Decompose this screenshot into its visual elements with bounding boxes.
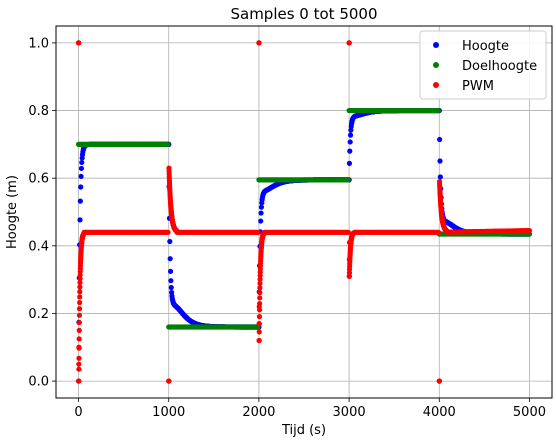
pwm-point <box>347 274 352 279</box>
x-tick-label: 4000 <box>423 405 456 420</box>
pwm-point <box>77 306 82 311</box>
hoogte-point <box>348 139 353 144</box>
y-tick-label: 0.8 <box>28 104 49 119</box>
pwm-point <box>77 300 82 305</box>
pwm-point <box>257 304 262 309</box>
y-tick-label: 0.2 <box>28 307 49 322</box>
legend-marker <box>433 42 439 48</box>
pwm-point <box>257 295 262 300</box>
hoogte-point <box>347 149 352 154</box>
hoogte-point <box>167 239 172 244</box>
pwm-point <box>257 290 262 295</box>
pwm-point <box>257 321 262 326</box>
doelhoogte-point <box>165 142 170 147</box>
y-tick-label: 0.0 <box>28 375 49 390</box>
pwm-point <box>76 40 81 45</box>
pwm-point <box>347 257 352 262</box>
pwm-point <box>256 230 261 235</box>
pwm-point <box>77 320 82 325</box>
hoogte-point <box>169 285 174 290</box>
doelhoogte-point <box>436 108 441 113</box>
pwm-point <box>77 313 82 318</box>
hoogte-point <box>168 269 173 274</box>
pwm-point <box>437 378 442 383</box>
x-axis-label: Tijd (s) <box>281 423 326 438</box>
legend-marker <box>433 82 439 88</box>
hoogte-point <box>168 278 173 283</box>
x-tick-label: 1000 <box>152 405 185 420</box>
pwm-point <box>257 314 262 319</box>
pwm-point <box>257 329 262 334</box>
hoogte-point <box>79 160 84 165</box>
pwm-point <box>256 338 261 343</box>
doelhoogte-point <box>346 177 351 182</box>
pwm-point <box>256 40 261 45</box>
series-doelhoogte <box>76 108 532 330</box>
pwm-point <box>77 328 82 333</box>
hoogte-point <box>438 174 443 179</box>
hoogte-point <box>77 217 82 222</box>
hoogte-point <box>168 256 173 261</box>
pwm-point <box>436 230 441 235</box>
y-tick-label: 1.0 <box>28 36 49 51</box>
pwm-point <box>166 378 171 383</box>
hoogte-point <box>78 199 83 204</box>
hoogte-point <box>258 210 263 215</box>
pwm-point <box>77 294 82 299</box>
hoogte-point <box>437 137 442 142</box>
hoogte-point <box>348 133 353 138</box>
hoogte-point <box>78 184 83 189</box>
y-tick-label: 0.6 <box>28 172 49 187</box>
y-axis-ticks: 0.0 0.2 0.4 0.6 0.8 1.0 <box>28 36 56 389</box>
pwm-point <box>77 289 82 294</box>
pwm-point <box>527 228 532 233</box>
chart-title: Samples 0 tot 5000 <box>230 5 377 23</box>
x-tick-label: 3000 <box>333 405 366 420</box>
hoogte-point <box>437 158 442 163</box>
legend-label: PWM <box>462 79 494 94</box>
pwm-point <box>77 336 82 341</box>
pwm-point <box>76 356 81 361</box>
legend-label: Hoogte <box>462 39 509 54</box>
hoogte-point <box>78 174 83 179</box>
x-axis-ticks: 0 1000 2000 3000 4000 5000 <box>74 398 546 420</box>
y-tick-label: 0.4 <box>28 239 49 254</box>
hoogte-point <box>347 161 352 166</box>
pwm-point <box>76 367 81 372</box>
pwm-point <box>165 230 170 235</box>
hoogte-point <box>258 218 263 223</box>
pwm-point <box>347 40 352 45</box>
legend-marker <box>433 62 439 68</box>
x-tick-label: 0 <box>74 405 82 420</box>
pwm-point <box>257 285 262 290</box>
legend-label: Doelhoogte <box>462 59 537 74</box>
y-axis-label: Hoogte (m) <box>5 175 20 249</box>
pwm-point <box>76 345 81 350</box>
pwm-point <box>76 378 81 383</box>
pwm-point <box>76 362 81 367</box>
hoogte-point <box>79 166 84 171</box>
pwm-point <box>347 240 352 245</box>
x-tick-label: 2000 <box>242 405 275 420</box>
legend: Hoogte Doelhoogte PWM <box>420 31 546 99</box>
x-tick-label: 5000 <box>513 405 546 420</box>
